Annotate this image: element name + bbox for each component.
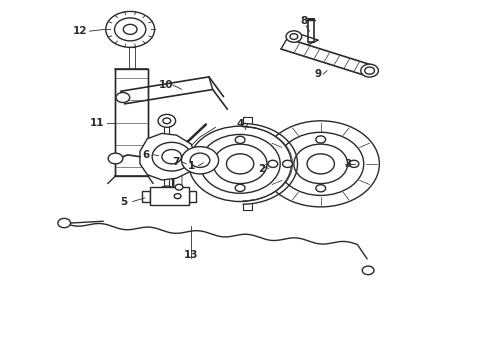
Circle shape [268,160,278,167]
Circle shape [362,266,374,275]
Circle shape [202,160,212,167]
Circle shape [349,160,359,167]
Circle shape [162,149,181,164]
Polygon shape [140,134,196,180]
Circle shape [163,118,171,124]
Circle shape [365,67,374,74]
Circle shape [278,132,364,195]
Circle shape [115,18,146,41]
Circle shape [307,154,334,174]
Polygon shape [150,187,189,205]
Circle shape [163,190,171,195]
Circle shape [174,194,181,199]
Circle shape [123,24,137,35]
Text: 3: 3 [344,159,351,169]
Circle shape [108,153,123,164]
Circle shape [190,153,210,167]
Text: 10: 10 [159,80,173,90]
Circle shape [175,184,183,190]
Circle shape [235,136,245,143]
Circle shape [171,191,184,201]
Text: 9: 9 [315,69,322,79]
Circle shape [226,154,254,174]
Circle shape [58,219,71,228]
Circle shape [152,142,191,171]
Circle shape [262,121,379,207]
Text: 2: 2 [259,164,266,174]
Circle shape [106,12,155,47]
Circle shape [158,186,175,199]
Text: 13: 13 [184,250,198,260]
Circle shape [181,147,219,174]
Circle shape [290,34,298,40]
Text: 5: 5 [120,197,127,207]
Circle shape [283,160,293,167]
Circle shape [286,31,302,42]
Text: 7: 7 [172,157,179,167]
Text: 1: 1 [188,161,195,171]
Circle shape [316,185,326,192]
Circle shape [116,93,130,103]
Circle shape [158,114,175,127]
Circle shape [213,144,267,184]
Circle shape [294,144,347,184]
Polygon shape [115,69,148,176]
Text: 6: 6 [143,150,150,160]
Text: 8: 8 [300,17,307,27]
Circle shape [316,136,326,143]
Text: 4: 4 [237,120,244,129]
Circle shape [361,64,378,77]
Polygon shape [143,191,150,202]
Text: 11: 11 [90,118,105,128]
Circle shape [189,126,292,202]
Circle shape [235,184,245,192]
Polygon shape [189,191,196,202]
Text: 12: 12 [73,26,87,36]
Circle shape [200,134,280,193]
